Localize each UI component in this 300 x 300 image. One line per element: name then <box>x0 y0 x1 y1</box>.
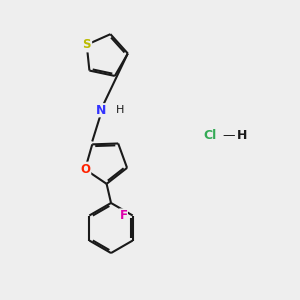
Text: —: — <box>222 129 235 142</box>
Text: H: H <box>116 105 124 115</box>
Text: F: F <box>119 209 128 222</box>
Text: S: S <box>82 38 91 51</box>
Text: Cl: Cl <box>203 129 216 142</box>
Text: N: N <box>96 104 106 117</box>
Text: O: O <box>80 163 90 176</box>
Text: H: H <box>237 129 247 142</box>
